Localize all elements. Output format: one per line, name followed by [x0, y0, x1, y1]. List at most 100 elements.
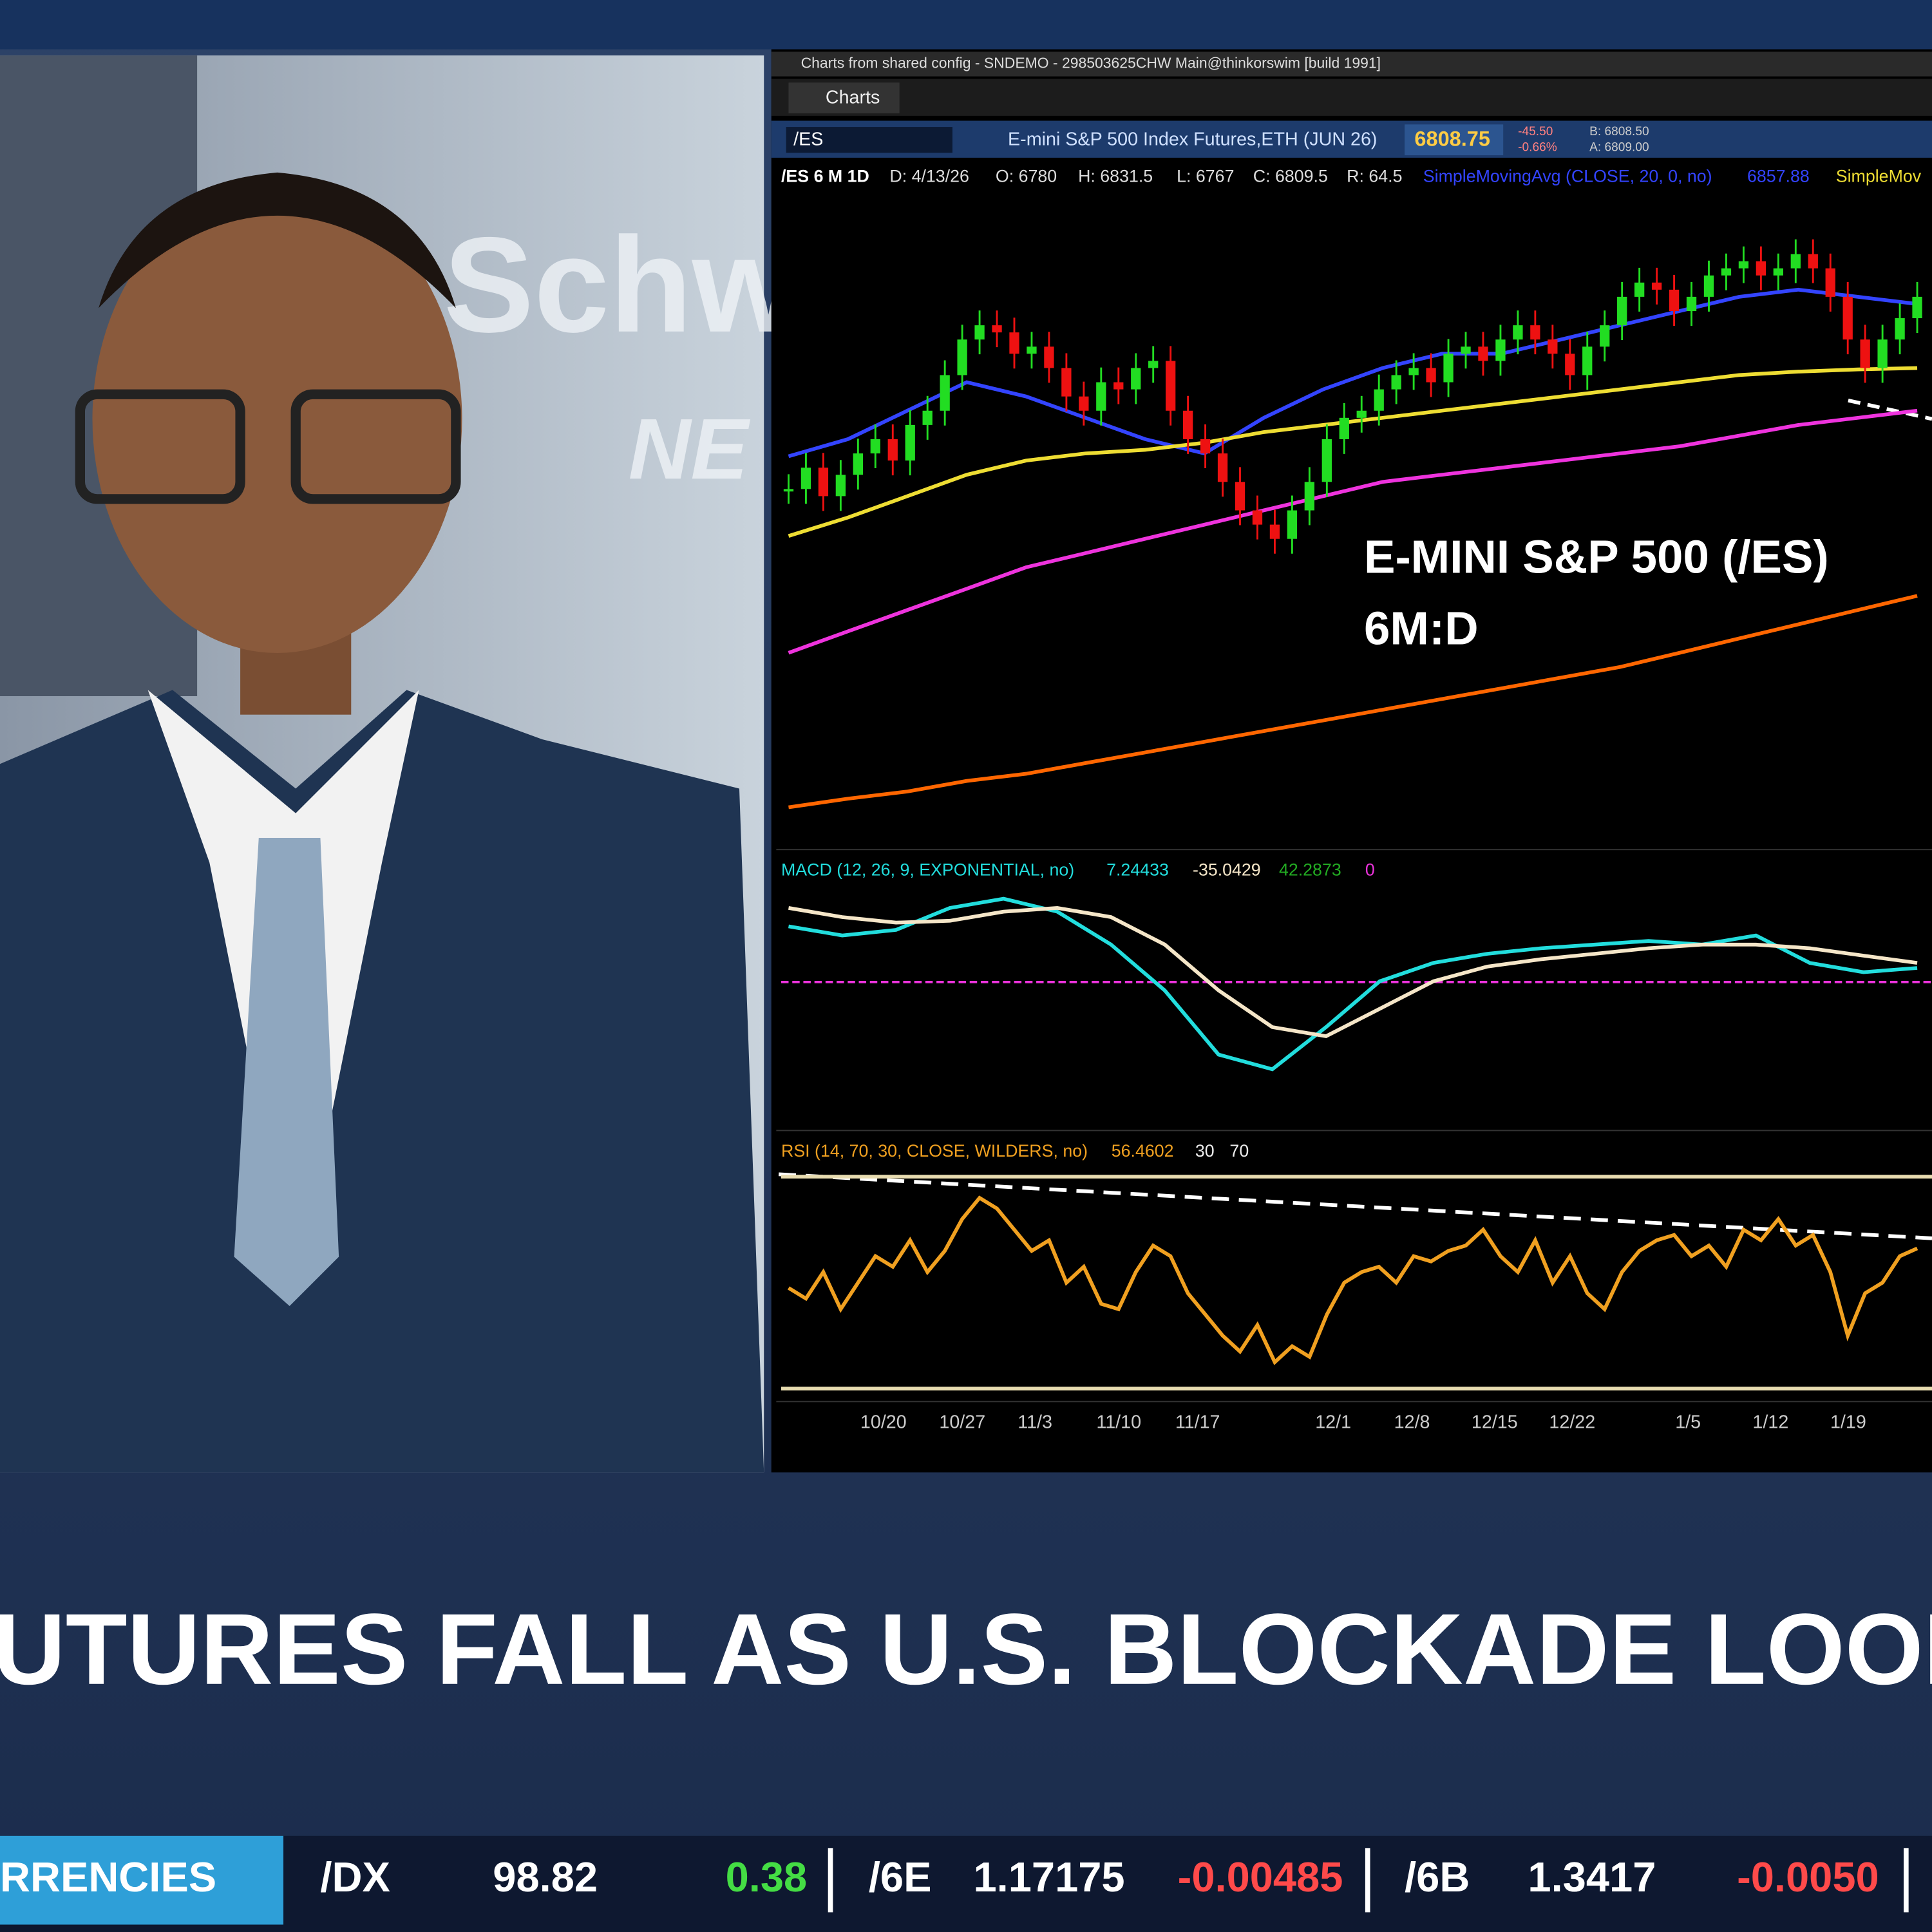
info-item: 6857.88 [1747, 167, 1810, 186]
indicator-readout: 7.24433 [1106, 860, 1169, 880]
candle [1877, 339, 1888, 368]
candle [1061, 368, 1072, 397]
candle [1287, 510, 1298, 539]
candle [1096, 382, 1106, 411]
candle [1217, 453, 1228, 482]
candle [1495, 339, 1506, 361]
candle [1669, 289, 1680, 311]
tab-bar [771, 79, 1932, 116]
ticker-divider [1903, 1848, 1909, 1913]
window-title: Charts from shared config - SNDEMO - 298… [801, 55, 1381, 71]
logo-sub: NE [629, 401, 751, 497]
symbol-box[interactable] [786, 127, 952, 153]
macd-line [788, 896, 1918, 1072]
separator [776, 1401, 1932, 1403]
candle [1617, 296, 1627, 326]
info-item: L: 6767 [1177, 167, 1234, 186]
candle [1686, 296, 1697, 311]
candle [1912, 296, 1922, 319]
candle [1860, 339, 1870, 368]
ticker-symbol: /DX [320, 1853, 390, 1900]
title-bar [771, 52, 1932, 77]
moving-average [788, 594, 1918, 810]
indicator-title: MACD (12, 26, 9, EXPONENTIAL, no) [781, 860, 1074, 880]
indicator-readout: -35.0429 [1193, 860, 1261, 880]
ticker-bar [0, 1835, 1932, 1932]
last-price: 6808.75 [1414, 128, 1490, 151]
chart-annotation: 6M:D [1364, 603, 1479, 655]
x-tick-label: 12/1 [1315, 1412, 1351, 1432]
candle [974, 325, 985, 340]
candle [1235, 482, 1245, 511]
symbol[interactable]: /ES [793, 129, 823, 150]
candle [1356, 410, 1367, 418]
candle [1131, 368, 1141, 390]
candle [1738, 261, 1749, 269]
rsi-line [787, 1195, 1918, 1365]
video-panel: Schw NE [0, 55, 799, 1473]
rsi-trendline [779, 1172, 1932, 1240]
candle [1079, 396, 1089, 411]
x-tick-label: 11/17 [1175, 1412, 1220, 1432]
candle [1790, 254, 1801, 269]
ticker-change: -0.00485 [1178, 1853, 1343, 1900]
candle [1548, 339, 1558, 354]
ticker-price: 98.82 [493, 1853, 598, 1900]
chart-annotation: E-MINI S&P 500 (/ES) [1364, 531, 1829, 583]
indicator-readout: 0 [1365, 860, 1375, 880]
ticker-divider [1365, 1848, 1370, 1913]
ticker-section [0, 1835, 284, 1925]
tab-label[interactable]: Charts [826, 88, 880, 108]
macd-line [788, 905, 1918, 1039]
candle [957, 339, 967, 375]
candle [1773, 268, 1783, 276]
indicator-readout: 56.4602 [1112, 1141, 1174, 1160]
candle [1166, 361, 1176, 411]
candle [783, 489, 794, 492]
tab[interactable] [788, 82, 900, 114]
candle [1842, 296, 1853, 340]
candle [940, 375, 950, 411]
ticker-symbol: /6E [869, 1853, 932, 1900]
x-tick-label: 1/5 [1675, 1412, 1701, 1432]
info-item: D: 4/13/26 [889, 167, 969, 186]
info-item: R: 64.5 [1347, 167, 1402, 186]
info-item: C: 6809.5 [1253, 167, 1328, 186]
indicator-readout: 30 [1195, 1141, 1215, 1160]
ticker-price: 1.3417 [1528, 1853, 1656, 1900]
candle [1895, 318, 1905, 340]
x-tick-label: 10/27 [939, 1412, 985, 1432]
candle [992, 325, 1002, 333]
trendline [1848, 399, 1932, 421]
candle [1269, 524, 1280, 539]
candle [1721, 268, 1732, 276]
candle [1703, 275, 1714, 297]
candle [1009, 332, 1019, 354]
candle [1113, 382, 1124, 390]
candle [1600, 325, 1610, 347]
ticker-change: 0.38 [726, 1853, 808, 1900]
indicator-title: RSI (14, 70, 30, CLOSE, WILDERS, no) [781, 1141, 1088, 1160]
candle [853, 453, 863, 475]
candle [818, 468, 829, 497]
headline: UTURES FALL AS U.S. BLOCKADE LOOM [0, 1593, 1932, 1706]
candle [1634, 282, 1645, 297]
info-item: H: 6831.5 [1078, 167, 1153, 186]
glasses-left [75, 389, 245, 504]
candle [1461, 346, 1471, 354]
x-tick-label: 11/10 [1096, 1412, 1141, 1432]
candle [1182, 410, 1193, 439]
indicator-readout: 42.2873 [1279, 860, 1341, 880]
info-bar: /ES 6 M 1D D: 4/13/26 O: 6780 H: 6831.5 L: 6… [781, 167, 1922, 186]
bid: B: 6808.50 [1589, 125, 1649, 138]
x-tick-label: 10/20 [860, 1412, 907, 1432]
chart-window [771, 49, 1932, 1473]
change: -45.50 [1518, 125, 1553, 138]
candle [1252, 510, 1263, 525]
separator [776, 849, 1932, 851]
x-tick-label: 1/19 [1830, 1412, 1866, 1432]
candle [1513, 325, 1523, 340]
candle [887, 439, 898, 461]
glasses-right [290, 389, 461, 504]
